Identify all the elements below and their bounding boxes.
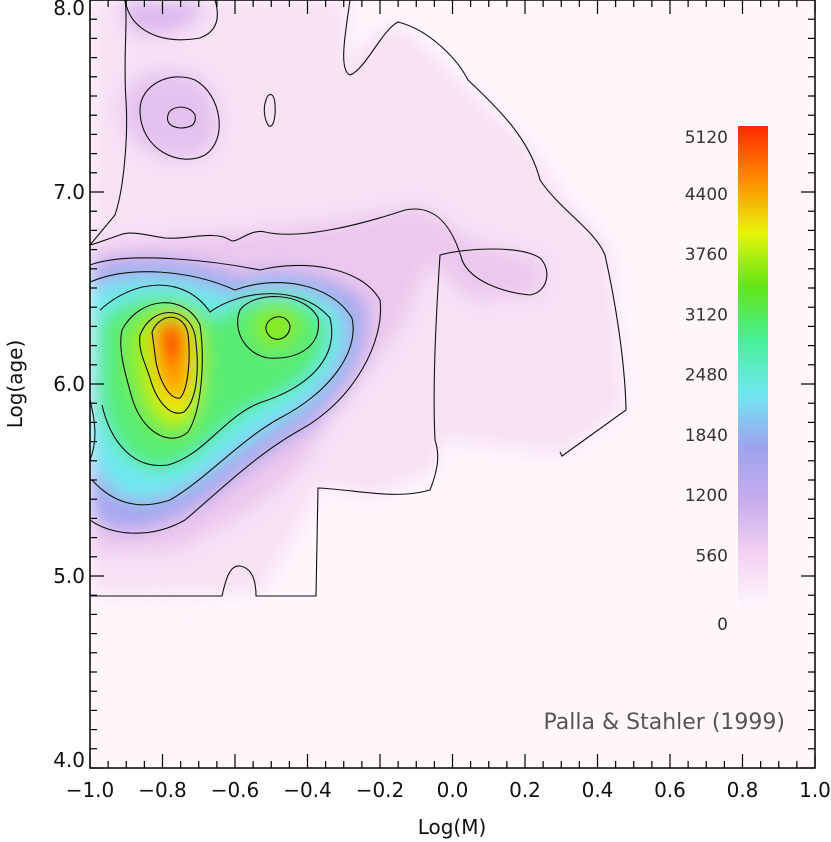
colorbar: 0 560 1200 1840 2480 3120 3760 4400 5120	[685, 126, 768, 635]
contour-ring-6	[151, 316, 190, 399]
plot-area	[90, 0, 815, 768]
contour-ring-4b	[237, 296, 319, 359]
contour-left-lobe	[90, 399, 96, 461]
contour-ring-2	[90, 271, 354, 506]
density-fill	[90, 0, 625, 595]
y-tick-label: 4.0	[53, 748, 85, 772]
x-axis-title: Log(M)	[418, 815, 487, 839]
contour-outer	[90, 0, 627, 597]
x-tick-label: 0.0	[437, 778, 469, 802]
colorbar-label: 0	[717, 615, 728, 635]
colorbar-label: 4400	[685, 185, 728, 205]
colorbar-label: 3120	[685, 305, 728, 325]
x-tick-label: 1.0	[799, 778, 831, 802]
y-tick-label: 7.0	[53, 180, 85, 204]
colorbar-label: 560	[696, 546, 728, 566]
x-tick-label: −0.8	[138, 778, 187, 802]
colorbar-label: 1200	[685, 486, 728, 506]
y-tick-label: 8.0	[53, 0, 85, 20]
colorbar-label: 1840	[685, 426, 728, 446]
x-tick-label: 0.6	[654, 778, 686, 802]
density-level-6b	[252, 304, 301, 349]
x-tick-label: −0.6	[211, 778, 260, 802]
colorbar-label: 3760	[685, 245, 728, 265]
colorbar-label: 5120	[685, 128, 728, 148]
x-tick-label: −0.2	[356, 778, 405, 802]
x-tick-label: −0.4	[283, 778, 332, 802]
y-tick-label: 5.0	[53, 564, 85, 588]
contour-upper-top	[124, 0, 218, 41]
y-tick-label: 6.0	[53, 372, 85, 396]
tick-labels: −1.0 −0.8 −0.6 −0.4 −0.2 0.0 0.2 0.4 0.6 0.8 1.0 4.…	[53, 0, 831, 802]
axis-ticks	[89, 0, 816, 769]
contour-ring-4	[120, 302, 203, 439]
density-level-upper-1	[121, 70, 219, 160]
contour-ring-1	[90, 257, 382, 534]
contour-lines	[90, 0, 627, 597]
y-axis-title: Log(age)	[3, 340, 27, 429]
colorbar-label: 2480	[685, 366, 728, 386]
x-tick-label: 0.2	[509, 778, 541, 802]
density-level-9	[160, 320, 183, 365]
colorbar-gradient	[738, 126, 768, 608]
contour-upper-ring	[139, 76, 220, 160]
contour-ring-5	[139, 311, 198, 414]
contour-upper-inner	[166, 106, 196, 129]
contour-ring-3	[99, 284, 333, 467]
x-tick-label: 0.8	[727, 778, 759, 802]
contour-ring-5b	[265, 316, 291, 340]
contour-small-loop	[263, 93, 276, 127]
x-tick-label: −1.0	[66, 778, 115, 802]
x-tick-label: 0.4	[582, 778, 614, 802]
credit-annotation: Palla & Stahler (1999)	[544, 710, 785, 735]
